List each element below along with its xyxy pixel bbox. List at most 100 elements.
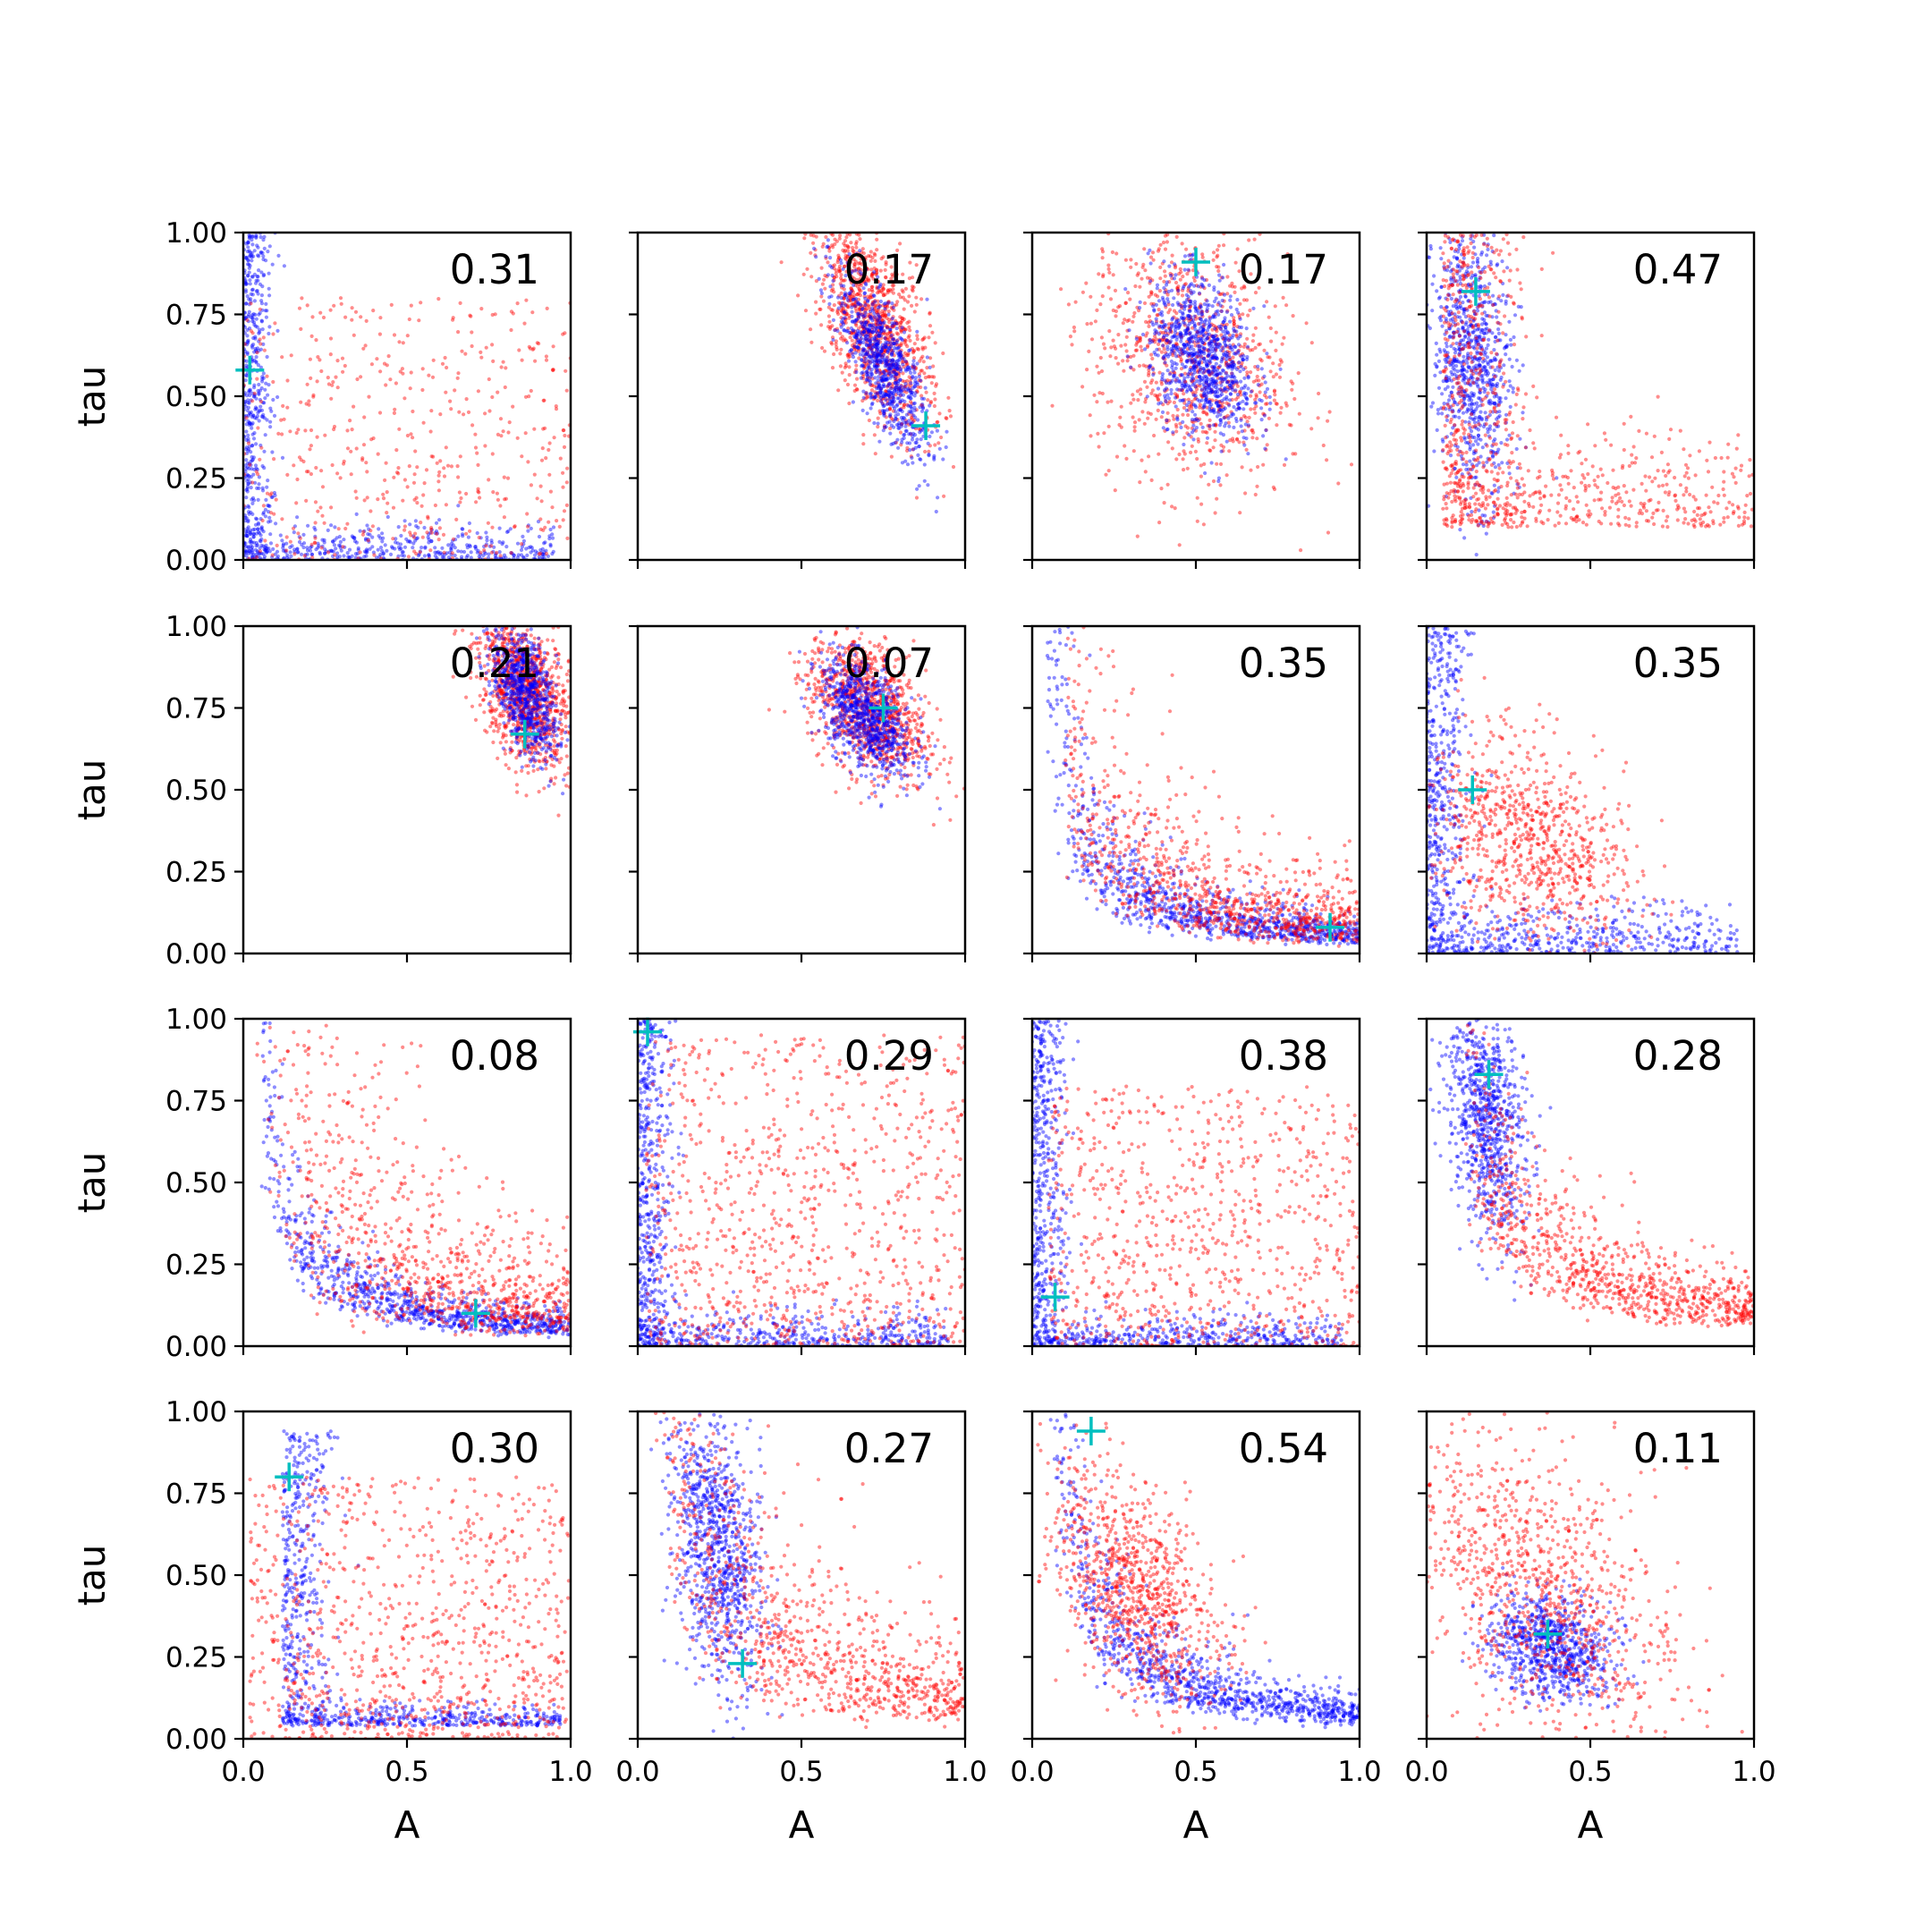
scatter-point	[903, 428, 908, 433]
scatter-point	[311, 393, 316, 397]
scatter-point	[882, 320, 886, 325]
scatter-point	[913, 415, 918, 419]
scatter-point	[1160, 410, 1165, 414]
scatter-point	[878, 326, 883, 331]
scatter-point	[1203, 394, 1208, 398]
scatter-point	[249, 410, 253, 414]
scatter-point	[305, 303, 309, 308]
scatter-point	[835, 309, 840, 314]
scatter-point	[1241, 344, 1246, 349]
scatter-point	[875, 355, 879, 360]
scatter-point	[922, 335, 927, 340]
scatter-point	[243, 515, 248, 520]
scatter-point	[850, 331, 854, 335]
scatter-point	[380, 548, 385, 554]
scatter-point	[249, 297, 253, 301]
scatter-point	[874, 309, 879, 314]
scatter-point	[266, 504, 270, 508]
scatter-point	[437, 518, 442, 522]
scatter-point	[1140, 265, 1145, 269]
scatter-point	[254, 442, 258, 446]
scatter-point	[1237, 348, 1241, 352]
scatter-point	[248, 282, 252, 286]
scatter-point	[328, 308, 333, 312]
scatter-point	[1222, 292, 1227, 297]
scatter-point	[1205, 441, 1209, 445]
scatter-point	[1191, 410, 1195, 414]
scatter-point	[247, 401, 251, 405]
scatter-point	[1138, 284, 1142, 289]
scatter-point	[482, 548, 487, 553]
scatter-point	[839, 302, 843, 307]
scatter-point	[860, 306, 865, 311]
scatter-point	[1088, 413, 1092, 418]
scatter-point	[1155, 347, 1159, 352]
scatter-point	[1180, 384, 1184, 388]
scatter-point	[878, 358, 883, 362]
scatter-point	[915, 346, 919, 351]
scatter-point	[863, 303, 868, 308]
scatter-point	[271, 332, 275, 336]
scatter-point	[1225, 292, 1230, 296]
scatter-point	[885, 390, 889, 394]
scatter-point	[1226, 363, 1231, 368]
scatter-point	[843, 253, 848, 258]
scatter-point	[396, 525, 401, 530]
scatter-point	[356, 547, 360, 552]
scatter-point	[1238, 369, 1242, 374]
scatter-point	[928, 324, 933, 328]
scatter-point	[1204, 411, 1208, 416]
scatter-point	[877, 304, 882, 309]
scatter-point	[902, 385, 907, 389]
scatter-point	[872, 318, 877, 322]
scatter-point	[363, 343, 368, 348]
scatter-point	[1170, 504, 1174, 509]
scatter-point	[868, 343, 872, 347]
scatter-point	[1193, 412, 1198, 417]
scatter-point	[243, 541, 248, 546]
scatter-point	[310, 555, 315, 560]
scatter-point	[1206, 423, 1210, 428]
scatter-point	[894, 339, 900, 343]
scatter-point	[911, 461, 915, 465]
scatter-point	[875, 370, 879, 375]
scatter-point	[246, 477, 250, 482]
scatter-point	[1249, 389, 1253, 394]
scatter-point	[867, 323, 872, 327]
scatter-point	[1224, 401, 1229, 405]
scatter-point	[837, 293, 842, 298]
scatter-point	[1226, 420, 1231, 425]
scatter-point	[548, 489, 554, 494]
scatter-point	[1166, 300, 1171, 304]
scatter-point	[1199, 394, 1205, 398]
scatter-point	[910, 455, 914, 460]
scatter-point	[847, 365, 852, 369]
scatter-point	[894, 440, 899, 445]
scatter-point	[893, 270, 897, 275]
scatter-point	[872, 306, 877, 310]
scatter-point	[257, 312, 261, 317]
scatter-point	[259, 537, 264, 541]
scatter-point	[1256, 464, 1260, 470]
scatter-point	[1123, 287, 1128, 292]
scatter-point	[1162, 501, 1166, 505]
scatter-point	[852, 258, 856, 262]
scatter-point	[843, 316, 847, 320]
scatter-point	[413, 449, 418, 453]
scatter-point	[1137, 418, 1141, 422]
scatter-point	[857, 301, 861, 306]
scatter-point	[259, 318, 264, 323]
scatter-point	[852, 302, 857, 307]
scatter-point	[429, 525, 434, 530]
scatter-point	[839, 275, 843, 280]
scatter-point	[860, 332, 865, 336]
scatter-point	[264, 315, 268, 319]
scatter-point	[848, 292, 852, 297]
scatter-point	[1182, 307, 1187, 311]
scatter-point	[1157, 402, 1161, 406]
scatter-point	[928, 434, 932, 439]
scatter-point	[843, 365, 847, 369]
scatter-point	[904, 360, 909, 365]
scatter-point	[819, 266, 824, 270]
scatter-point	[338, 544, 343, 548]
